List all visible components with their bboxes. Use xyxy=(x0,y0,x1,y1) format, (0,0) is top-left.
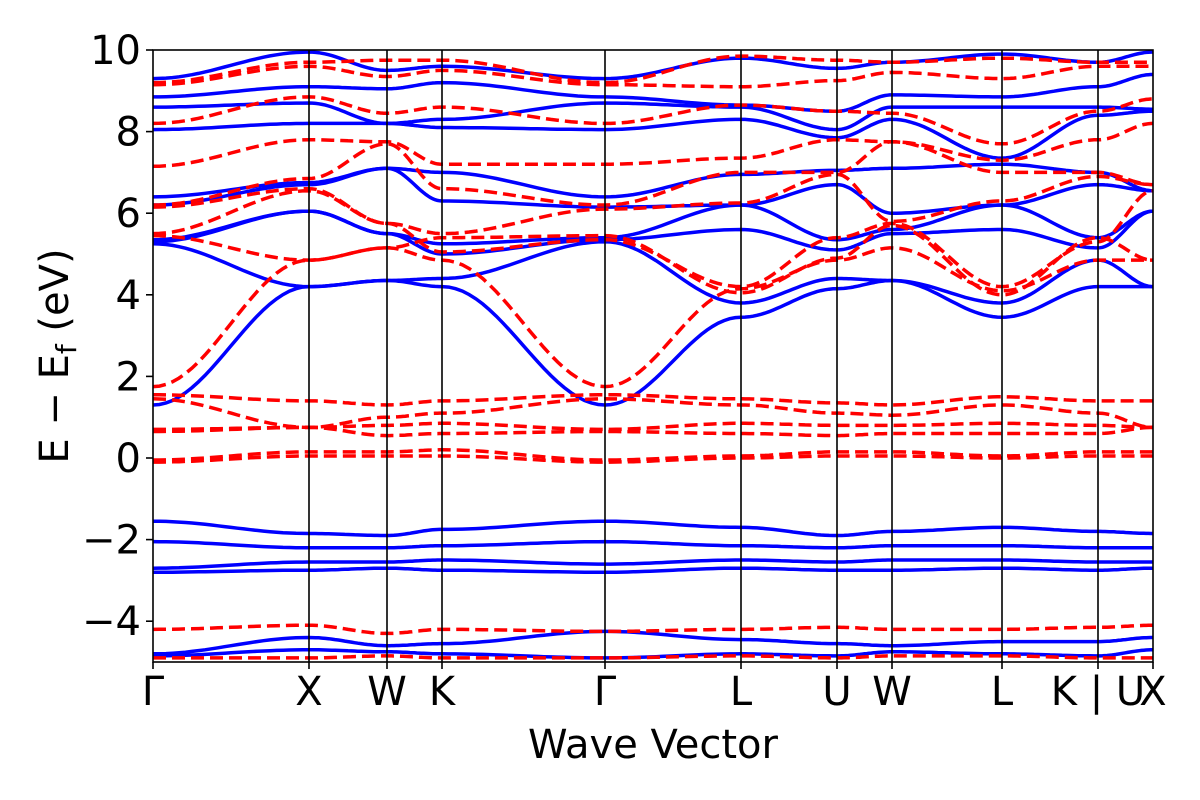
y-axis-label-main: E − E xyxy=(32,354,78,464)
spin-down-band-5 xyxy=(153,421,1153,432)
y-tick-label: 8 xyxy=(116,110,141,156)
y-axis-label-subscript: f xyxy=(50,343,83,354)
spin-up-band-4 xyxy=(153,539,1153,550)
x-axis-label: Wave Vector xyxy=(528,722,779,768)
x-tick-label: K xyxy=(429,669,457,715)
spin-down-band-7 xyxy=(153,393,1153,407)
y-tick-label: −2 xyxy=(82,518,141,564)
x-tick-label: W xyxy=(367,669,407,715)
spin-up-band-2 xyxy=(153,566,1153,574)
y-tick-label: 4 xyxy=(116,273,141,319)
y-tick-label: 6 xyxy=(116,191,141,237)
spin-down-band-0 xyxy=(153,654,1153,660)
x-tick-label: X xyxy=(1139,669,1166,715)
spin-down-band-4 xyxy=(153,425,1153,438)
y-tick-label: 0 xyxy=(116,436,141,482)
spin-down-band-16 xyxy=(153,54,1153,85)
y-axis-label: E − Ef (eV) xyxy=(32,248,83,463)
x-tick-label: Γ xyxy=(142,669,165,715)
high-symmetry-lines xyxy=(308,50,1099,662)
x-tick-label: L xyxy=(730,669,753,715)
plot-frame xyxy=(152,49,1154,663)
spin-down-band-9 xyxy=(153,223,1153,297)
spin-down-band-2 xyxy=(153,454,1153,464)
bands-layer xyxy=(153,50,1153,660)
x-tick-label: W xyxy=(872,669,912,715)
x-tick-label: L xyxy=(991,669,1014,715)
spin-down-band-12 xyxy=(153,140,1153,207)
y-tick-label: 2 xyxy=(116,354,141,400)
spin-up-band-6 xyxy=(153,278,1153,407)
x-tick-label: X xyxy=(295,669,322,715)
spin-down-band-1 xyxy=(153,623,1153,636)
y-axis-ticks: −4 −2 0 2 4 6 8 10 xyxy=(82,28,153,645)
x-tick-label: K | U xyxy=(1051,669,1145,715)
spin-down-band-3 xyxy=(153,448,1153,462)
spin-up-band-8 xyxy=(153,209,1153,256)
spin-down-band-6 xyxy=(153,397,1153,430)
y-tick-label: 10 xyxy=(90,28,141,74)
y-axis-label-unit: (eV) xyxy=(32,248,78,344)
x-tick-label: Γ xyxy=(594,669,617,715)
spin-up-band-5 xyxy=(153,519,1153,538)
x-tick-label: U xyxy=(822,669,851,715)
y-tick-label: −4 xyxy=(82,599,141,645)
